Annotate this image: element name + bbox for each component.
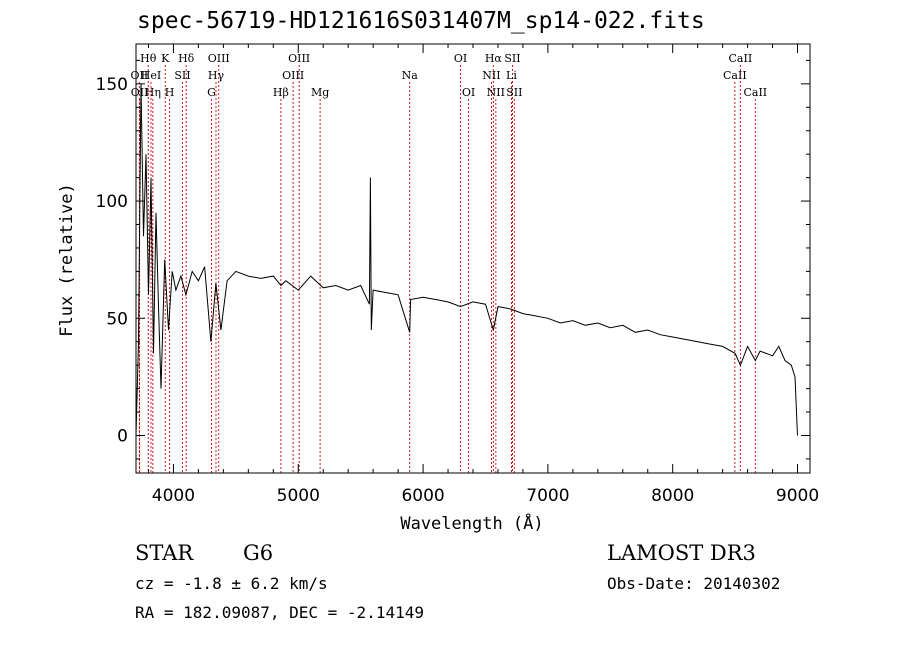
line-marker-label: Hβ: [273, 86, 289, 99]
line-marker-label: OIII: [282, 69, 304, 82]
y-axis: 0 50 100 150: [96, 59, 810, 460]
line-marker-label: Hγ: [208, 69, 225, 82]
chart-title: spec-56719-HD121616S031407M_sp14-022.fit…: [137, 8, 705, 34]
x-tick-label: 6000: [401, 486, 444, 506]
line-marker-label: CaII: [729, 52, 753, 65]
spectral-subclass: G6: [243, 541, 274, 565]
plot-frame: [135, 43, 811, 474]
velocity-readout: cz = -1.8 ± 6.2 km/s: [135, 574, 328, 593]
line-marker-label: OII: [131, 86, 149, 99]
line-marker-label: SII: [174, 69, 190, 82]
line-marker-label: CaII: [743, 86, 767, 99]
x-tick-label: 7000: [526, 486, 569, 506]
line-marker-label: Hδ: [178, 52, 195, 65]
object-class: STAR: [135, 541, 194, 565]
x-tick-label: 4000: [152, 486, 195, 506]
x-tick-label: 8000: [651, 486, 694, 506]
flux-line: [135, 83, 798, 436]
line-marker-label: OI: [454, 52, 467, 65]
line-marker-label: CaII: [723, 69, 747, 82]
y-tick-label: 150: [96, 75, 128, 95]
line-marker-label: Hη: [145, 86, 161, 99]
line-marker-label: SII: [506, 86, 522, 99]
y-tick-label: 100: [96, 192, 128, 212]
line-marker-label: Na: [402, 69, 419, 82]
y-tick-label: 50: [106, 309, 128, 329]
x-axis-label: Wavelength (Å): [400, 512, 543, 534]
line-marker-label: OIII: [288, 52, 310, 65]
survey-label: LAMOST DR3: [607, 541, 756, 565]
x-axis: 4000 5000 6000 7000 8000 9000: [147, 44, 819, 506]
y-tick-label: 0: [117, 426, 128, 446]
x-tick-label: 9000: [776, 486, 819, 506]
line-marker-label: Hα: [485, 52, 503, 65]
line-marker-label: OII: [131, 69, 149, 82]
line-marker-label: Hθ: [140, 52, 157, 65]
obs-date: Obs-Date: 20140302: [607, 574, 781, 593]
line-marker-label: SII: [504, 52, 520, 65]
coordinates-readout: RA = 182.09087, DEC = -2.14149: [135, 603, 424, 622]
line-marker-label: HeI: [141, 69, 161, 82]
line-marker-label: OI: [462, 86, 475, 99]
line-marker-label: NII: [482, 69, 500, 82]
line-marker-label: H: [165, 86, 175, 99]
line-marker-label: Li: [506, 69, 517, 82]
x-tick-label: 5000: [277, 486, 320, 506]
line-marker-label: OIII: [208, 52, 230, 65]
line-marker-label: K: [161, 52, 170, 65]
line-marker-label: Mg: [311, 86, 329, 99]
line-marker-label: G: [207, 86, 216, 99]
y-axis-label: Flux (relative): [57, 183, 77, 337]
line-marker-label: NII: [487, 86, 505, 99]
